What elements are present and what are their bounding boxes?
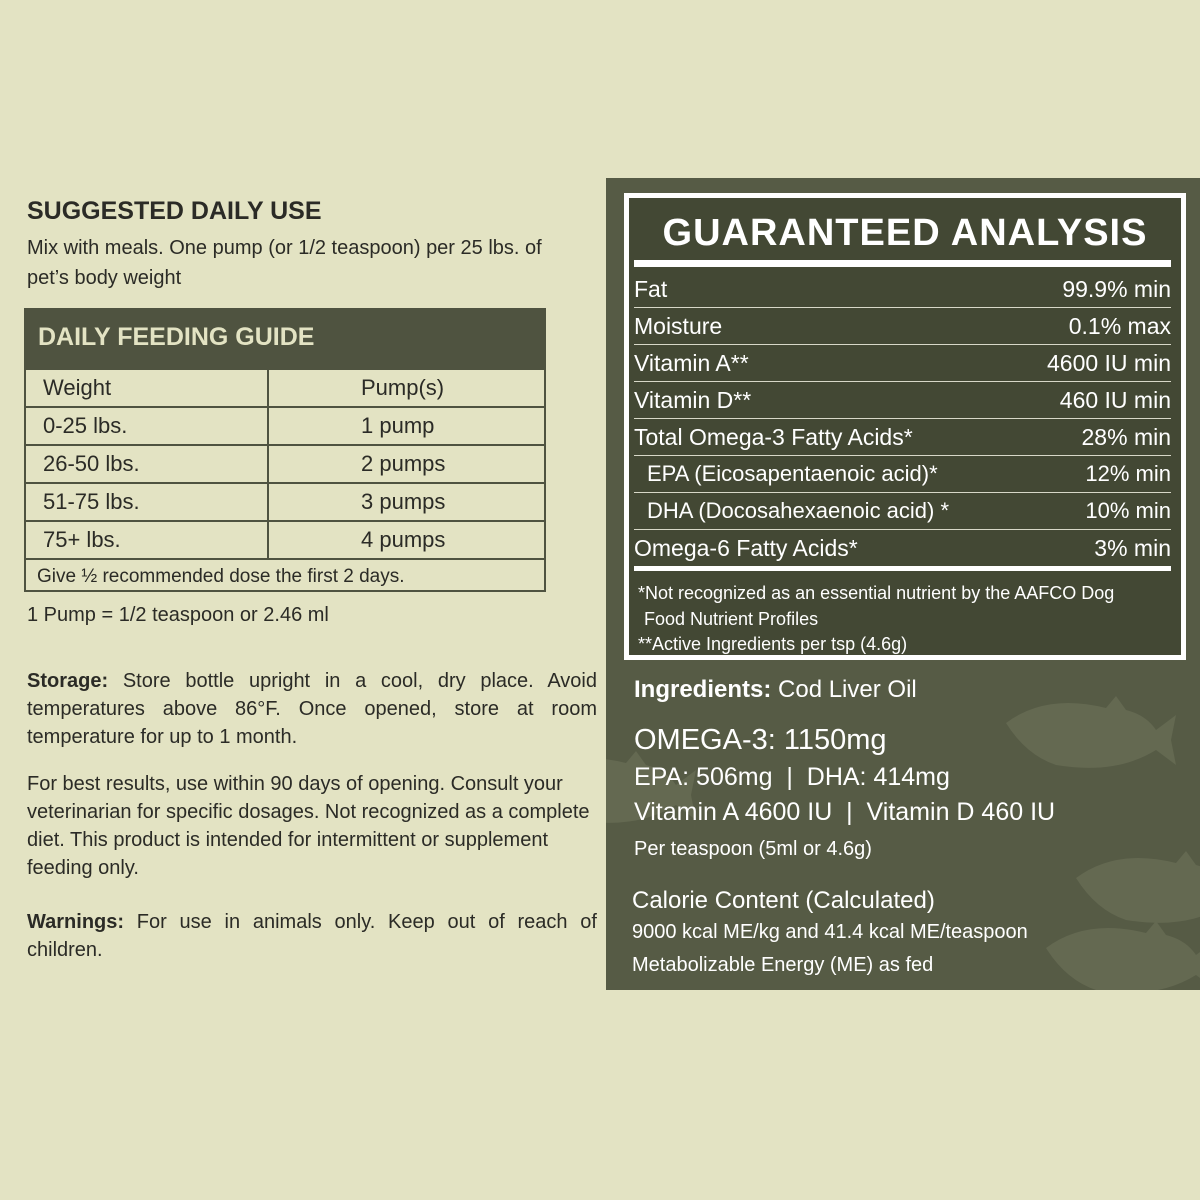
- header-weight: Weight: [26, 370, 269, 406]
- table-header-row: Weight Pump(s): [26, 368, 544, 406]
- analysis-row: Vitamin D** 460 IU min: [634, 382, 1171, 419]
- suggested-use-text: Mix with meals. One pump (or 1/2 teaspoo…: [27, 237, 542, 289]
- analysis-panel: GUARANTEED ANALYSIS Fat 99.9% min Moistur…: [606, 178, 1200, 990]
- analysis-row: Moisture 0.1% max: [634, 308, 1171, 345]
- row-value: 28% min: [1081, 423, 1171, 450]
- analysis-title: GUARANTEED ANALYSIS: [662, 212, 1148, 254]
- ingredients: Ingredients: Cod Liver Oil: [634, 676, 917, 704]
- calorie-line1: 9000 kcal ME/kg and 41.4 kcal ME/teaspoo…: [632, 921, 1028, 943]
- analysis-row: Omega-6 Fatty Acids* 3% min: [634, 530, 1171, 571]
- weight-cell: 0-25 lbs.: [26, 408, 269, 444]
- analysis-row: DHA (Docosahexaenoic acid) * 10% min: [634, 493, 1171, 530]
- header-pumps: Pump(s): [361, 375, 445, 400]
- row-name: Fat: [634, 275, 668, 302]
- row-name: Omega-6 Fatty Acids*: [634, 534, 858, 561]
- row-name: EPA (Eicosapentaenoic acid)*: [647, 461, 938, 486]
- weight-cell: 26-50 lbs.: [26, 446, 269, 482]
- ingredients-label: Ingredients:: [634, 676, 772, 703]
- feeding-guide-title: DAILY FEEDING GUIDE: [26, 310, 544, 368]
- storage-label: Storage:: [27, 670, 109, 692]
- epa-dha: EPA: 506mg | DHA: 414mg: [634, 763, 950, 791]
- omega3-total: OMEGA-3: 1150mg: [634, 724, 887, 756]
- weight-cell: 75+ lbs.: [26, 522, 269, 558]
- guaranteed-analysis-box: GUARANTEED ANALYSIS Fat 99.9% min Moistur…: [624, 193, 1186, 660]
- row-name: Total Omega-3 Fatty Acids*: [634, 423, 913, 450]
- pump-cell: 4 pumps: [361, 527, 446, 552]
- table-row: 26-50 lbs. 2 pumps: [26, 444, 544, 482]
- pump-cell: 2 pumps: [361, 451, 446, 476]
- pump-cell: 3 pumps: [361, 489, 446, 514]
- row-value: 460 IU min: [1059, 386, 1171, 413]
- storage-text: Storage: Store bottle upright in a cool,…: [27, 667, 597, 751]
- fish-pattern-icon: [606, 696, 1200, 990]
- note-aafco-cont: Food Nutrient Profiles: [644, 608, 819, 629]
- analysis-notes: *Not recognized as an essential nutrient…: [638, 581, 1114, 658]
- ingredients-value: Cod Liver Oil: [771, 676, 917, 703]
- analysis-row: Total Omega-3 Fatty Acids* 28% min: [634, 419, 1171, 456]
- title-divider: [634, 260, 1171, 267]
- analysis-row: Vitamin A** 4600 IU min: [634, 345, 1171, 382]
- suggested-use-title: SUGGESTED DAILY USE: [27, 197, 322, 225]
- pump-cell: 1 pump: [361, 413, 435, 438]
- vitamins: Vitamin A 4600 IU | Vitamin D 460 IU: [634, 798, 1056, 826]
- note-aafco: *Not recognized as an essential nutrient…: [638, 583, 1115, 603]
- feeding-guide-note: Give ½ recommended dose the first 2 days…: [26, 558, 544, 594]
- warnings-body: For use in animals only. Keep out of rea…: [27, 911, 597, 961]
- row-name: Moisture: [634, 312, 723, 339]
- row-value: 4600 IU min: [1046, 349, 1171, 376]
- storage-body: Store bottle upright in a cool, dry plac…: [27, 670, 597, 748]
- warnings-text: Warnings: For use in animals only. Keep …: [27, 908, 597, 964]
- weight-cell: 51-75 lbs.: [26, 484, 269, 520]
- pump-equivalent: 1 Pump = 1/2 teaspoon or 2.46 ml: [27, 604, 329, 626]
- per-teaspoon: Per teaspoon (5ml or 4.6g): [634, 838, 872, 860]
- row-value: 0.1% max: [1068, 312, 1171, 339]
- analysis-row: Fat 99.9% min: [634, 271, 1171, 308]
- calorie-title: Calorie Content (Calculated): [632, 887, 935, 914]
- table-row: 0-25 lbs. 1 pump: [26, 406, 544, 444]
- analysis-row: EPA (Eicosapentaenoic acid)* 12% min: [634, 456, 1171, 493]
- row-value: 12% min: [1085, 461, 1171, 486]
- row-name: Vitamin A**: [634, 349, 749, 376]
- calorie-line2: Metabolizable Energy (ME) as fed: [632, 954, 934, 976]
- feeding-guide-table: DAILY FEEDING GUIDE Weight Pump(s) 0-25 …: [24, 308, 546, 592]
- row-name: DHA (Docosahexaenoic acid) *: [647, 498, 950, 523]
- best-results-text: For best results, use within 90 days of …: [27, 773, 590, 879]
- row-value: 99.9% min: [1062, 275, 1171, 302]
- table-row: 51-75 lbs. 3 pumps: [26, 482, 544, 520]
- row-value: 3% min: [1094, 534, 1171, 561]
- row-value: 10% min: [1085, 498, 1171, 523]
- note-active: **Active Ingredients per tsp (4.6g): [638, 634, 908, 654]
- warnings-label: Warnings:: [27, 911, 125, 933]
- row-name: Vitamin D**: [634, 386, 752, 413]
- table-row: 75+ lbs. 4 pumps: [26, 520, 544, 558]
